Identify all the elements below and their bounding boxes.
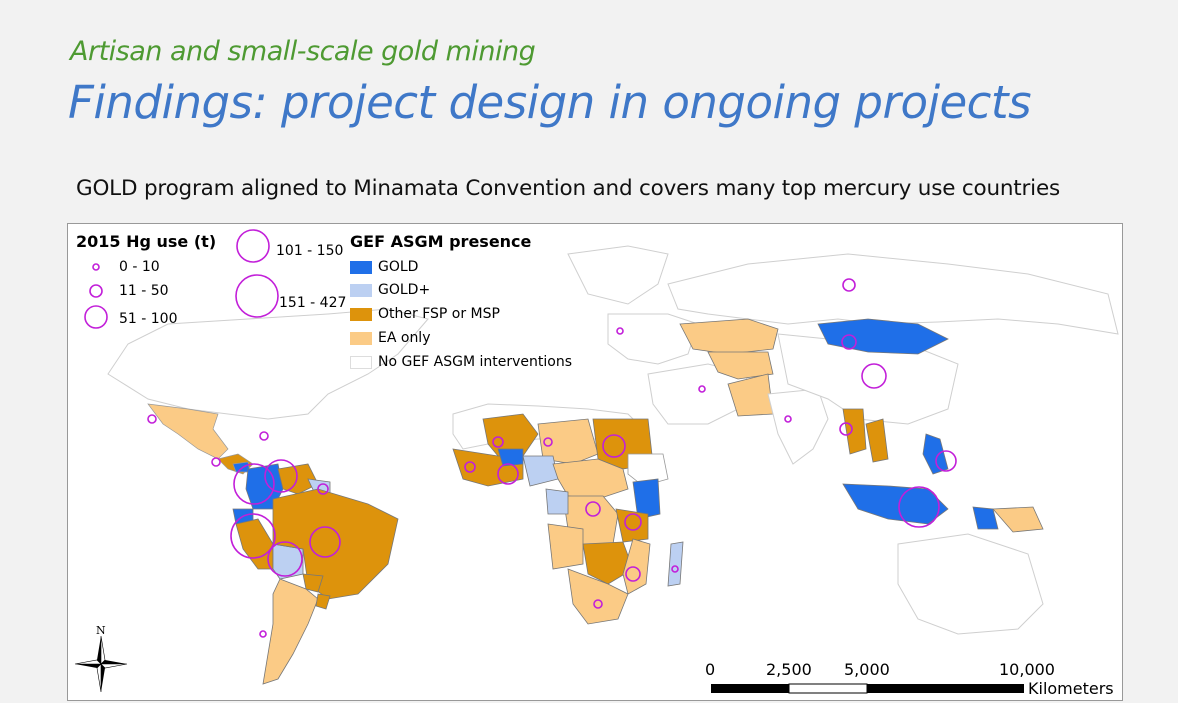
scale-bar-graphic [711, 683, 1024, 694]
legend-circle-0-10 [92, 263, 100, 271]
legend-swatch-other [350, 308, 372, 321]
hg-circle [543, 437, 553, 447]
australia-shape [897, 533, 1044, 635]
hg-circle [935, 450, 957, 472]
legend-hg-symbols [84, 229, 279, 329]
legend-gef-gold: GOLD [378, 259, 419, 275]
hg-circle [839, 422, 853, 436]
hg-circle [267, 541, 303, 577]
png-shape [992, 506, 1044, 533]
slide-title: Findings: project design in ongoing proj… [68, 76, 1032, 129]
north-arrow-label: N [96, 624, 106, 637]
legend-gef-ea: EA only [378, 330, 431, 346]
hg-circle [497, 463, 519, 485]
hg-circles [147, 278, 957, 638]
legend-circle-11-50 [89, 284, 103, 298]
north-america-shape [107, 308, 429, 420]
scale-tick-5000: 5,000 [844, 660, 890, 679]
hg-circle [616, 327, 624, 335]
hg-circle [233, 463, 275, 505]
hg-circle [898, 486, 940, 528]
legend-circle-151-427 [235, 274, 279, 318]
legend-hg-class-3: 51 - 100 [119, 311, 178, 327]
scale-tick-10000: 10,000 [999, 660, 1055, 679]
hg-circle [602, 434, 626, 458]
india-shape [767, 388, 829, 465]
philippines-shape [922, 433, 949, 475]
legend-circle-51-100 [84, 305, 108, 329]
legend-hg-class-4: 101 - 150 [276, 243, 344, 259]
slide-caption: GOLD program aligned to Minamata Convent… [76, 176, 1060, 201]
scale-tick-2500: 2,500 [766, 660, 812, 679]
europe-shape [607, 313, 699, 365]
hg-circle [698, 385, 706, 393]
hg-circle [593, 599, 603, 609]
laos-vietnam-shape [865, 418, 889, 463]
hg-circle [264, 459, 298, 493]
madagascar-shape [667, 541, 684, 587]
central-asia-shape [707, 351, 774, 380]
hg-circle [259, 431, 269, 441]
myanmar-shape [842, 408, 867, 455]
venezuela-shape [277, 463, 319, 495]
gabon-shape [545, 488, 569, 515]
nigeria-shape [522, 455, 559, 487]
scale-tick-0: 0 [705, 660, 716, 679]
kazakhstan-shape [679, 318, 779, 355]
mozambique-shape [622, 538, 651, 595]
south-africa-shape [567, 568, 629, 625]
hg-circle [492, 436, 504, 448]
legend-hg-class-5: 151 - 427 [279, 295, 347, 311]
legend-gef-none: No GEF ASGM interventions [378, 354, 573, 370]
hg-circle [624, 513, 642, 531]
legend-hg-class-1: 0 - 10 [119, 259, 160, 275]
niger-chad-shape [537, 418, 599, 465]
hg-circle [671, 565, 679, 573]
legend-swatch-ea [350, 332, 372, 345]
png-west-shape [972, 506, 999, 530]
mexico-shape [147, 403, 229, 460]
hg-circle [842, 278, 856, 292]
legend-gef-other: Other FSP or MSP [378, 306, 500, 322]
legend-circle-101-150 [236, 229, 270, 263]
russia-shape [667, 253, 1119, 335]
argentina-chile-shape [262, 578, 319, 685]
hg-circle [841, 334, 857, 350]
legend-swatch-none [350, 356, 372, 369]
legend-hg-class-2: 11 - 50 [119, 283, 169, 299]
hg-circle [211, 457, 221, 467]
legend-swatch-gold [350, 261, 372, 274]
legend-swatch-gold-plus [350, 284, 372, 297]
hg-circle [464, 461, 476, 473]
brazil-shape [272, 488, 399, 600]
hg-circle [309, 526, 341, 558]
scale-unit: Kilometers [1028, 679, 1114, 698]
greenland-shape [567, 245, 669, 305]
north-arrow-icon [74, 635, 128, 693]
hg-circle [784, 415, 792, 423]
hg-circle [861, 363, 887, 389]
world-map: 2015 Hg use (t) 0 - 10 11 - 50 51 - 100 … [67, 223, 1123, 701]
mongolia-shape [817, 318, 949, 355]
map-canvas [74, 229, 1119, 694]
indonesia-shape [842, 483, 949, 525]
hg-circle [317, 483, 329, 495]
paraguay-shape [302, 573, 324, 593]
legend-hg-title: 2015 Hg use (t) [76, 232, 217, 251]
hg-circle [259, 630, 267, 638]
slide-subtitle: Artisan and small-scale gold mining [70, 36, 536, 67]
angola-shape [547, 523, 584, 570]
kenya-shape [632, 478, 661, 520]
legend-gef-gold-plus: GOLD+ [378, 282, 431, 298]
central-africa-shape [552, 458, 629, 500]
hg-circle [625, 566, 641, 582]
hg-circle [585, 501, 601, 517]
burkina-shape [497, 448, 524, 467]
hg-circle [230, 513, 276, 559]
legend-gef-title: GEF ASGM presence [350, 232, 532, 251]
zambia-zimbabwe-shape [582, 541, 634, 585]
uruguay-shape [315, 593, 331, 610]
hg-circle [147, 414, 157, 424]
